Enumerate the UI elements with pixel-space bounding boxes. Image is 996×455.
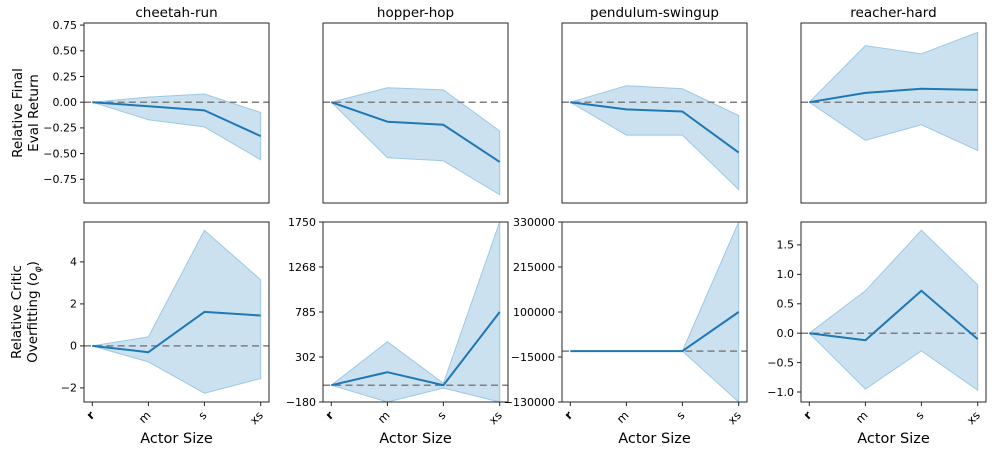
confidence-band xyxy=(92,229,262,394)
y-tick-label: 1750 xyxy=(288,216,316,229)
y-tick-label: 1.0 xyxy=(777,268,795,281)
confidence-band xyxy=(570,222,740,402)
y-tick-label: 1.5 xyxy=(777,239,795,252)
y-tick-label: 330000 xyxy=(513,216,555,229)
x-tick-label-m: m xyxy=(136,408,154,426)
subplot-r0c3: reacher-hard xyxy=(800,5,987,204)
subplot-r0c1: hopper-hop xyxy=(322,5,509,204)
y-tick-label: 785 xyxy=(295,306,316,319)
mean-line xyxy=(809,289,979,342)
y-tick-label: 100000 xyxy=(513,306,555,319)
y-tick-label: 1268 xyxy=(288,261,316,274)
y-tick-label: 302 xyxy=(295,351,316,364)
subplot-title: hopper-hop xyxy=(377,5,454,21)
row2-y-axis-label: Relative Critic Overfitting (oφ) xyxy=(9,261,44,363)
y-tick-label: −15000 xyxy=(511,351,555,364)
mean-line xyxy=(92,310,261,354)
y-tick-label: 0.50 xyxy=(53,45,78,58)
x-tick-label-xs: xs xyxy=(725,408,744,427)
x-tick-label-s: s xyxy=(673,408,687,422)
y-tick-label: 215000 xyxy=(513,261,555,274)
x-tick-label-r: r xyxy=(801,408,815,422)
x-tick-label-r: r xyxy=(323,408,337,422)
mean-line xyxy=(330,101,501,163)
mean-line xyxy=(570,101,740,154)
row2-y-axis-label-line1: Relative Critic xyxy=(9,265,26,359)
mean-line xyxy=(92,101,262,138)
subplot-title: pendulum-swingup xyxy=(590,5,719,21)
subplot-title: reacher-hard xyxy=(850,5,936,21)
x-axis-label: Actor Size xyxy=(140,431,213,447)
x-tick-label-s: s xyxy=(434,408,448,422)
x-axis-label: Actor Size xyxy=(857,431,930,447)
row2-y-axis-label-line2: Overfitting (oφ) xyxy=(25,261,44,363)
y-tick-label: −0.50 xyxy=(43,147,77,160)
y-tick-label: −180 xyxy=(286,396,316,409)
confidence-band xyxy=(330,87,501,196)
y-tick-label: 4 xyxy=(70,256,77,269)
x-tick-label-s: s xyxy=(912,408,926,422)
y-tick-label: −0.25 xyxy=(43,122,77,135)
axes-box xyxy=(322,22,509,204)
x-tick-label-m: m xyxy=(614,408,632,426)
y-tick-label: 0.5 xyxy=(777,298,795,311)
axes-box xyxy=(800,221,987,403)
mean-line xyxy=(331,311,501,387)
row1-y-axis-label-line2: Eval Return xyxy=(26,74,42,152)
axes-box xyxy=(83,221,270,403)
axes-box xyxy=(83,22,270,204)
x-axis-label: Actor Size xyxy=(379,431,452,447)
y-tick-label: −0.5 xyxy=(767,356,794,369)
confidence-band xyxy=(808,229,979,392)
y-tick-label: −0.75 xyxy=(43,173,77,186)
subplot-r1c1: −180 302 785 1268 1750 r m s xs Actor Size xyxy=(286,216,509,447)
confidence-band xyxy=(330,222,501,402)
x-tick-label-r: r xyxy=(84,408,98,422)
x-tick-label-xs: xs xyxy=(964,408,983,427)
mean-line xyxy=(570,311,740,353)
x-axis-label: Actor Size xyxy=(618,431,691,447)
axes-box xyxy=(561,22,748,204)
y-tick-label: −2 xyxy=(61,382,77,395)
y-tick-label: 0.25 xyxy=(53,70,78,83)
confidence-band xyxy=(92,93,262,161)
y-tick-label: −130000 xyxy=(504,396,555,409)
y-tick-label: 2 xyxy=(70,298,77,311)
subplot-r0c0: −0.75 −0.50 −0.25 0.00 0.25 0.50 0.75 cheetah-r… xyxy=(43,5,270,204)
x-tick-label-xs: xs xyxy=(247,408,266,427)
x-tick-label-r: r xyxy=(562,408,576,422)
subplot-r1c0: −2 0 2 4 r m s xs Actor Size xyxy=(61,221,270,447)
y-tick-label: −1.0 xyxy=(767,386,794,399)
axes-box xyxy=(800,22,987,204)
row1-y-axis-label: Relative Final Eval Return xyxy=(10,68,43,158)
y-tick-label: 0.00 xyxy=(53,96,78,109)
subplot-title: cheetah-run xyxy=(135,5,217,21)
confidence-band xyxy=(569,85,740,191)
subplot-r0c2: pendulum-swingup xyxy=(561,5,748,204)
y-tick-label: 0 xyxy=(70,340,77,353)
x-tick-label-m: m xyxy=(375,408,393,426)
y-tick-label: 0.75 xyxy=(53,19,78,32)
x-tick-label-m: m xyxy=(853,408,871,426)
row1-y-axis-label-line1: Relative Final xyxy=(10,68,27,158)
x-tick-label-xs: xs xyxy=(486,408,505,427)
subplot-r1c2: −130000 −15000 100000 215000 330000 r m s xs Acto… xyxy=(504,216,748,447)
y-tick-label: 0.0 xyxy=(777,327,795,340)
subplot-r1c3: −1.0 −0.5 0.0 0.5 1.0 1.5 r m s xs Actor Size xyxy=(767,221,987,447)
x-tick-label-s: s xyxy=(195,408,209,422)
mean-line xyxy=(809,87,978,104)
